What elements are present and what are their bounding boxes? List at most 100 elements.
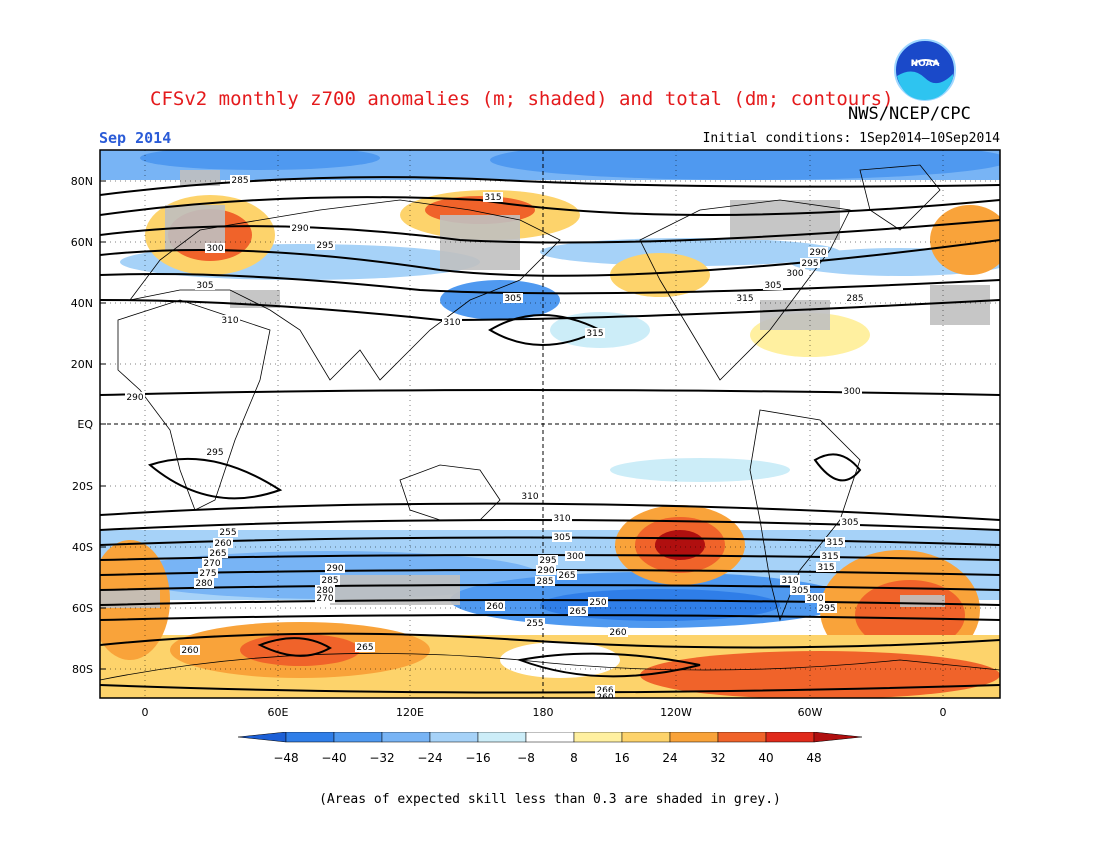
contour-label: 270	[316, 594, 333, 604]
contour-label: 305	[764, 281, 781, 291]
contour-label-bg	[355, 642, 375, 652]
contour-label: 260	[214, 539, 231, 549]
contour-label-bg	[315, 240, 335, 250]
contour-label: 300	[566, 552, 583, 562]
grey-skill-area	[900, 595, 945, 607]
contour-label: 265	[558, 571, 575, 581]
month-label: Sep 2014	[99, 129, 172, 147]
colorbar-swatch	[669, 732, 719, 743]
contour-line	[100, 273, 1000, 295]
lat-tick-label: 80N	[71, 175, 93, 188]
lat-tick-label: 60N	[71, 236, 93, 249]
colorbar-label: −32	[369, 751, 394, 765]
contour-label: 315	[821, 552, 838, 562]
contour-label-bg	[565, 551, 585, 561]
colorbar-swatch	[573, 732, 623, 743]
contour-label-bg	[817, 603, 837, 613]
colorbar-label: 48	[806, 751, 821, 765]
greenland-high	[930, 205, 1000, 275]
contour-label: 310	[553, 514, 570, 524]
contour-line	[100, 614, 1000, 621]
contour-label-bg	[195, 280, 215, 290]
contour-label: 295	[801, 259, 818, 269]
contour-label: 270	[203, 559, 220, 569]
colorbar-label: 40	[758, 751, 773, 765]
contour-line	[147, 457, 283, 500]
contour-label-bg	[230, 175, 250, 185]
nh-blue-band-2	[540, 238, 840, 266]
colorbar-swatch	[237, 732, 287, 743]
contour-label: 310	[221, 316, 238, 326]
contour-label: 310	[521, 492, 538, 502]
tropics-blue	[610, 458, 790, 482]
coastline-europe-asia	[129, 199, 561, 381]
contour-label: 300	[206, 244, 223, 254]
contour-label: 305	[791, 586, 808, 596]
pacific-negative	[440, 280, 560, 320]
contour-label: 285	[321, 576, 338, 586]
lon-tick-label: 120W	[660, 706, 692, 719]
contour-label: 305	[504, 294, 521, 304]
contour-line	[100, 584, 1000, 591]
colorbar-label: 16	[614, 751, 629, 765]
contour-label-bg	[315, 593, 335, 603]
colorbar-label: −8	[517, 751, 535, 765]
contour-label-bg	[213, 538, 233, 548]
lat-tick-label: 60S	[72, 602, 93, 615]
contour-label-bg	[780, 575, 800, 585]
contour-label: 266	[596, 686, 613, 696]
contour-label-bg	[800, 258, 820, 268]
contour-label: 250	[589, 598, 606, 608]
contour-label: 305	[841, 518, 858, 528]
contour-label: 300	[843, 387, 860, 397]
contour-label-bg	[202, 558, 222, 568]
contour-label-bg	[536, 565, 556, 575]
contour-label: 295	[316, 241, 333, 251]
contour-label: 265	[209, 549, 226, 559]
contour-label-bg	[808, 247, 828, 257]
contour-label: 280	[195, 579, 212, 589]
colorbar-label: 32	[710, 751, 725, 765]
contour-label-bg	[785, 268, 805, 278]
contour-line	[100, 632, 1000, 649]
colorbar-swatch	[813, 732, 863, 743]
contour-label-bg	[820, 551, 840, 561]
contour-label-bg	[842, 386, 862, 396]
colorbar-label: −16	[465, 751, 490, 765]
contour-label-bg	[220, 315, 240, 325]
contour-label: 290	[126, 393, 143, 403]
agency-label: NWS/NCEP/CPC	[848, 104, 971, 124]
contour-label-bg	[588, 597, 608, 607]
contour-label: 315	[817, 563, 834, 573]
lat-tick-label: 20N	[71, 358, 93, 371]
contour-label: 300	[806, 594, 823, 604]
contour-label-bg	[825, 537, 845, 547]
lat-tick-label: 80S	[72, 663, 93, 676]
contour-label-bg	[180, 645, 200, 655]
colorbar-label: −24	[417, 751, 442, 765]
contour-line	[100, 569, 1000, 576]
contour-label: 255	[219, 528, 236, 538]
contour-label: 285	[846, 294, 863, 304]
contour-label-bg	[485, 601, 505, 611]
contour-label: 285	[536, 577, 553, 587]
contour-label-bg	[595, 685, 615, 695]
lat-tick-label: 20S	[72, 480, 93, 493]
contour-label-bg	[790, 585, 810, 595]
contour-line	[813, 453, 862, 482]
contour-label: 290	[537, 566, 554, 576]
lon-tick-label: 0	[142, 706, 149, 719]
contour-label: 295	[206, 448, 223, 458]
colorbar-swatch	[381, 732, 431, 743]
colorbar: −48 −40 −32 −24 −16 −8 8 16 24 32 40 48	[237, 732, 863, 765]
colorbar-label: 8	[570, 751, 578, 765]
colorbar-swatch	[285, 732, 335, 743]
contour-label: 265	[569, 607, 586, 617]
contour-label-bg	[552, 513, 572, 523]
contour-line	[100, 502, 1000, 521]
contour-label-bg	[520, 491, 540, 501]
contour-label-bg	[208, 548, 228, 558]
contour-label: 290	[291, 224, 308, 234]
contour-label-bg	[568, 606, 588, 616]
antarctic-high-3	[640, 651, 1000, 698]
